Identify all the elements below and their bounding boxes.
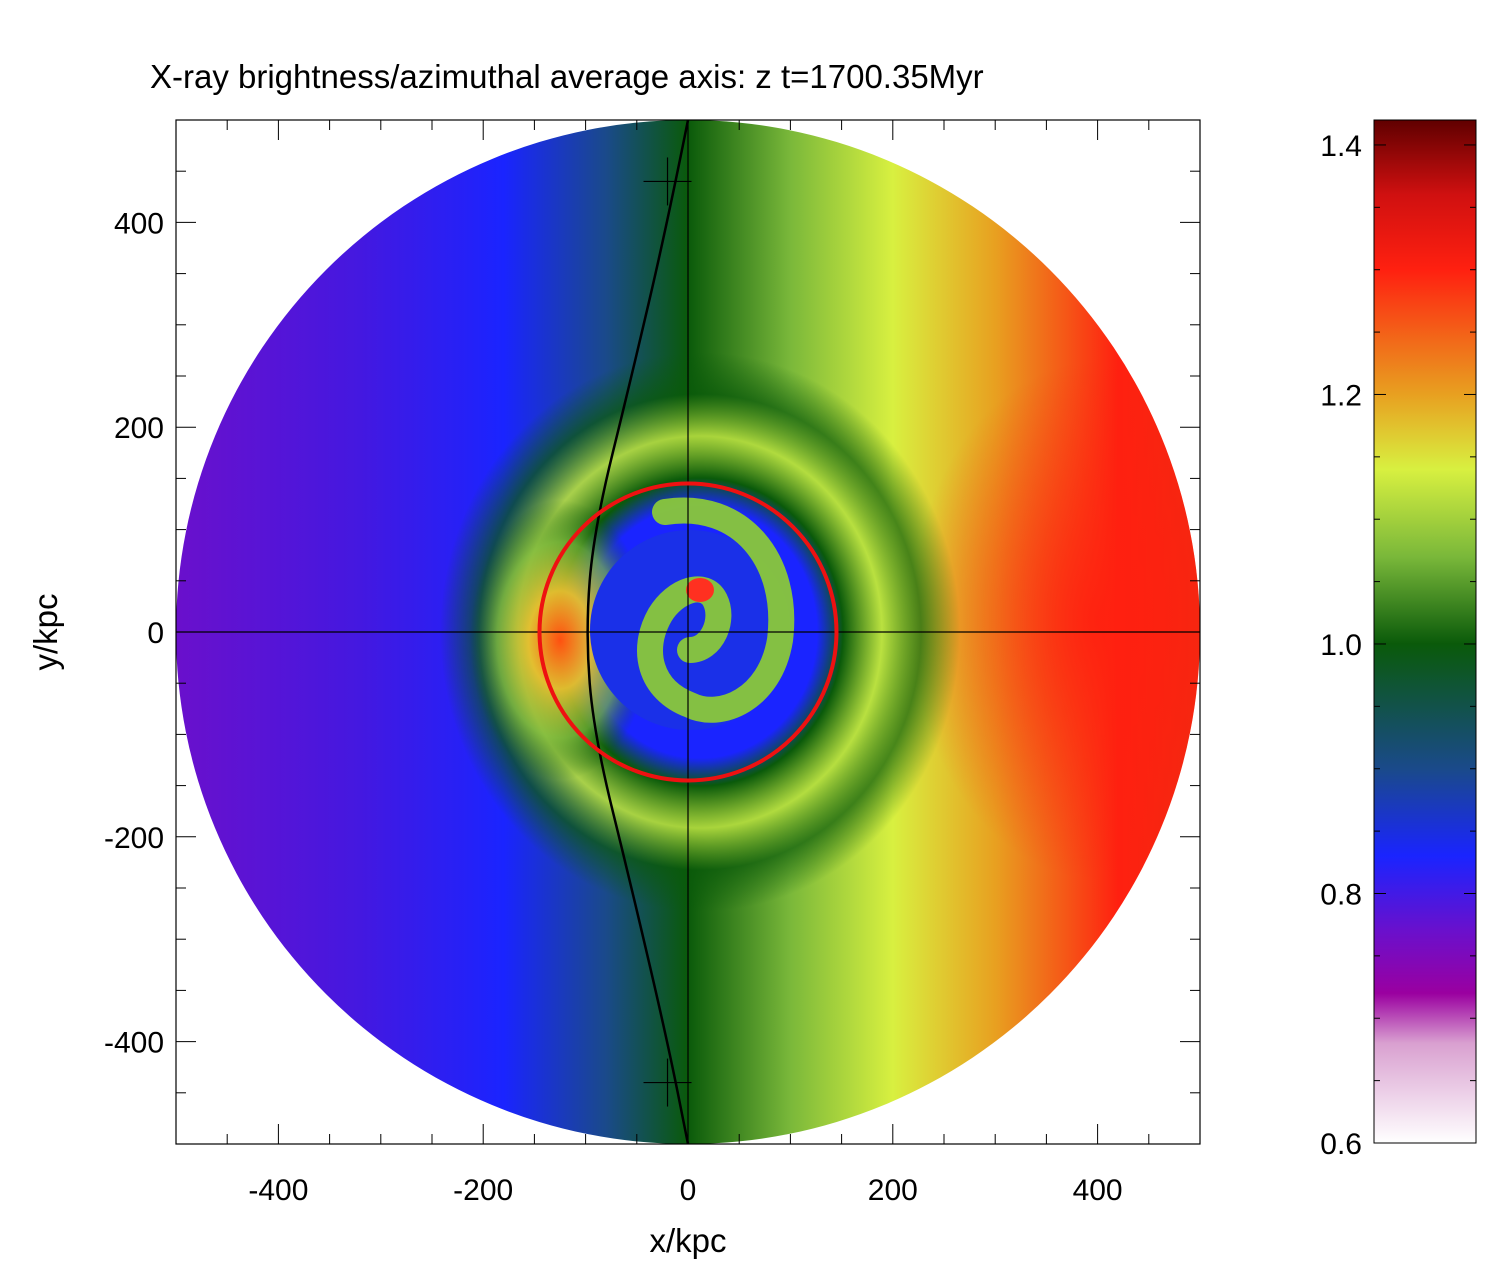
y-tick-label: -200	[104, 822, 164, 855]
axes-layer: -400 -200 0 200 400 -400 -200 0 200 400	[104, 119, 1201, 1207]
heatmap-spiral-core	[637, 497, 795, 723]
red-circle-overlay	[537, 481, 839, 783]
colorbar-tick-label: 1.0	[1320, 629, 1362, 662]
y-axis-label: y/kpc	[27, 593, 64, 670]
y-tick-label: 400	[114, 207, 164, 240]
colorbar-tick-label: 1.2	[1320, 379, 1362, 412]
heatmap-right-hotspot	[910, 360, 1200, 880]
colorbar: 0.6 0.8 1.0 1.2 1.4	[1320, 119, 1477, 1161]
x-tick-label: 0	[680, 1174, 697, 1207]
x-tick-label: -200	[453, 1174, 513, 1207]
heatmap-left-arc	[470, 500, 650, 780]
colorbar-tick-label: 1.4	[1320, 130, 1362, 163]
black-arc-curve	[586, 119, 690, 1145]
colorbar-gradient	[1373, 119, 1477, 1144]
heatmap-core-hotspot	[686, 578, 714, 602]
y-tick-label: 200	[114, 412, 164, 445]
colorbar-tick-label: 0.6	[1320, 1128, 1362, 1161]
chart-title: X-ray brightness/azimuthal average axis:…	[150, 58, 984, 95]
colorbar-tick-label: 0.8	[1320, 878, 1362, 911]
y-tick-label: -400	[104, 1027, 164, 1060]
x-tick-label: 400	[1073, 1174, 1123, 1207]
x-axis-label: x/kpc	[649, 1222, 726, 1259]
heatmap-inner-blue	[590, 530, 790, 730]
x-tick-label: 200	[868, 1174, 918, 1207]
x-tick-label: -400	[248, 1174, 308, 1207]
y-tick-label: 0	[147, 617, 164, 650]
overlay-layer	[176, 119, 1200, 1145]
